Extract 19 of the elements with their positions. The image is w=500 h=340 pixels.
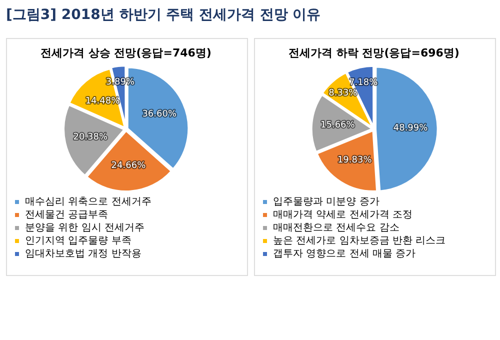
legend-label: 전세물건 공급부족 (25, 210, 108, 221)
data-label: 36.60% (142, 110, 177, 120)
chart-title: 전세가격 상승 전망(응답=746명) (40, 46, 212, 60)
text: 전세가격 하락 전망(응답=696명) (288, 46, 460, 60)
legend-label: 매수심리 위축으로 전세거주 (25, 196, 152, 208)
legend-label: 매매전환으로 전세수요 감소 (273, 222, 400, 234)
legend-label: 입주물량과 미분양 증가 (273, 196, 380, 208)
legend-label: 분양을 위한 임시 전세거주 (25, 222, 145, 234)
data-label: 20.38% (73, 132, 108, 143)
legend-label: 높은 전세가로 임차보증금 반환 리스크 (273, 236, 446, 247)
text: [그림3] 2018년 하반기 주택 전세가격 전망 이유 (6, 6, 321, 24)
legend-label: 인기지역 입주물량 부족 (25, 236, 132, 247)
data-label: 48.99% (393, 123, 428, 134)
legend-label: 갭투자 영향으로 전세 매물 증가 (273, 248, 416, 260)
data-label: 15.66% (320, 120, 356, 131)
data-label: 24.66% (111, 160, 146, 171)
data-label: 19.83% (337, 155, 372, 166)
legend-label: 임대차보호법 개정 반작용 (25, 248, 142, 260)
legend-label: 매매가격 약세로 전세가격 조정 (273, 210, 413, 221)
